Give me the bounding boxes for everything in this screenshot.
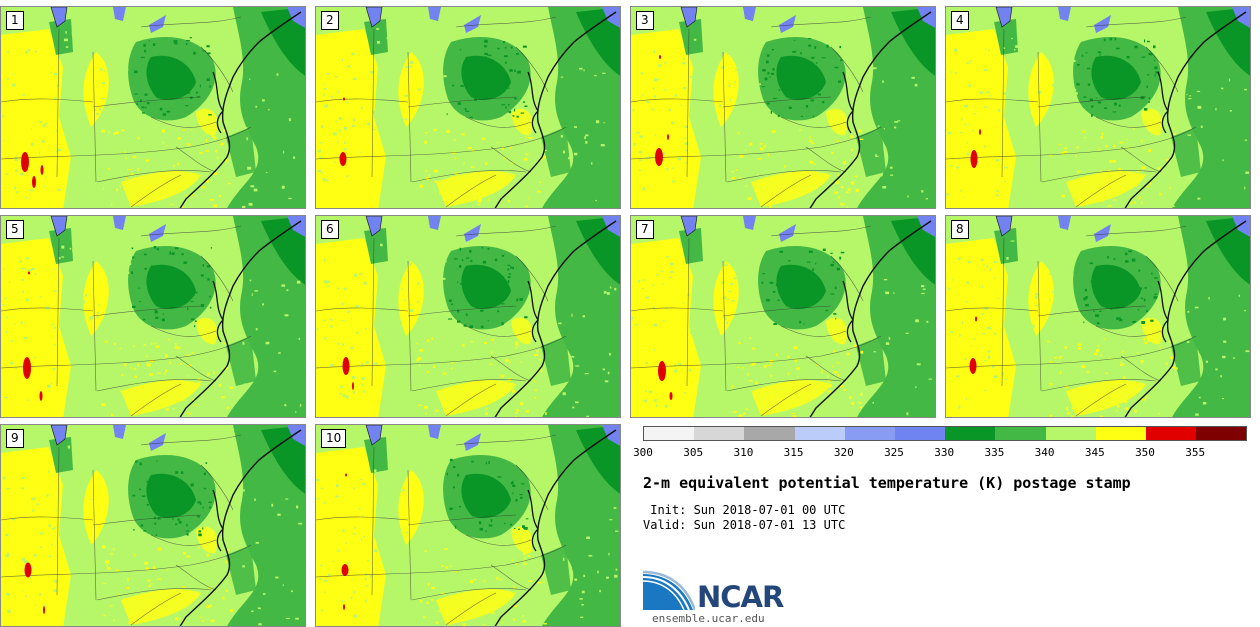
map-panel: 6 xyxy=(315,215,621,418)
website-url[interactable]: ensemble.ucar.edu xyxy=(652,612,765,625)
colorbar-tick-label: 305 xyxy=(683,446,704,459)
colorbar-tick-label: 350 xyxy=(1135,446,1155,459)
panel-number: 3 xyxy=(636,11,654,30)
colorbar-tick-label: 310 xyxy=(733,446,754,459)
panel-number: 6 xyxy=(321,220,339,239)
panel-number: 4 xyxy=(951,11,969,30)
colorbar-segment xyxy=(1196,427,1247,440)
plot-title: 2-m equivalent potential temperature (K)… xyxy=(643,474,1131,492)
colorbar-segment xyxy=(844,427,895,440)
panel-number: 2 xyxy=(321,11,339,30)
colorbar-segment xyxy=(694,427,745,440)
map-panel-plot xyxy=(1,425,305,626)
colorbar-segment xyxy=(644,427,695,440)
map-panel: 2 xyxy=(315,6,621,209)
colorbar-segment xyxy=(945,427,996,440)
panel-number: 5 xyxy=(6,220,24,239)
init-time: Init: Sun 2018-07-01 00 UTC xyxy=(643,503,846,517)
colorbar-segment xyxy=(744,427,795,440)
map-panel-plot xyxy=(316,7,620,208)
map-panel: 5 xyxy=(0,215,306,418)
map-panel: 4 xyxy=(945,6,1251,209)
map-panel-plot xyxy=(631,7,935,208)
panel-number: 10 xyxy=(321,429,347,448)
colorbar-tick-label: 345 xyxy=(1084,446,1105,459)
map-panel-plot xyxy=(316,216,620,417)
panel-number: 7 xyxy=(636,220,654,239)
colorbar-tick-label: 355 xyxy=(1185,446,1206,459)
colorbar-tick-label: 325 xyxy=(884,446,904,459)
map-panel: 9 xyxy=(0,424,306,627)
map-panel: 3 xyxy=(630,6,936,209)
colorbar-tick-label: 300 xyxy=(633,446,653,459)
colorbar-segment xyxy=(894,427,946,440)
colorbar-tick-label: 315 xyxy=(783,446,804,459)
colorbar-tick-label: 340 xyxy=(1034,446,1055,459)
colorbar-segment xyxy=(794,427,845,440)
colorbar-segment xyxy=(1045,427,1096,440)
colorbar-tick-label: 335 xyxy=(984,446,1005,459)
ncar-logo-text: NCAR xyxy=(697,580,784,614)
colorbar-tick-label: 330 xyxy=(934,446,955,459)
map-panel: 10 xyxy=(315,424,621,627)
valid-time: Valid: Sun 2018-07-01 13 UTC xyxy=(643,518,846,532)
map-panel: 8 xyxy=(945,215,1251,418)
panel-number: 9 xyxy=(6,429,24,448)
panel-number: 8 xyxy=(951,220,969,239)
map-panel-plot xyxy=(1,7,305,208)
panel-number: 1 xyxy=(6,11,24,30)
colorbar-segment xyxy=(1095,427,1146,440)
map-panel-plot xyxy=(946,7,1250,208)
map-panel-plot xyxy=(946,216,1250,417)
map-panel: 1 xyxy=(0,6,306,209)
colorbar xyxy=(643,426,1248,441)
ncar-logo-icon xyxy=(643,570,695,611)
colorbar-segment xyxy=(995,427,1046,440)
map-panel-plot xyxy=(316,425,620,626)
map-panel: 7 xyxy=(630,215,936,418)
map-panel-plot xyxy=(631,216,935,417)
colorbar-tick-label: 320 xyxy=(833,446,854,459)
colorbar-segment xyxy=(1145,427,1197,440)
map-panel-plot xyxy=(1,216,305,417)
